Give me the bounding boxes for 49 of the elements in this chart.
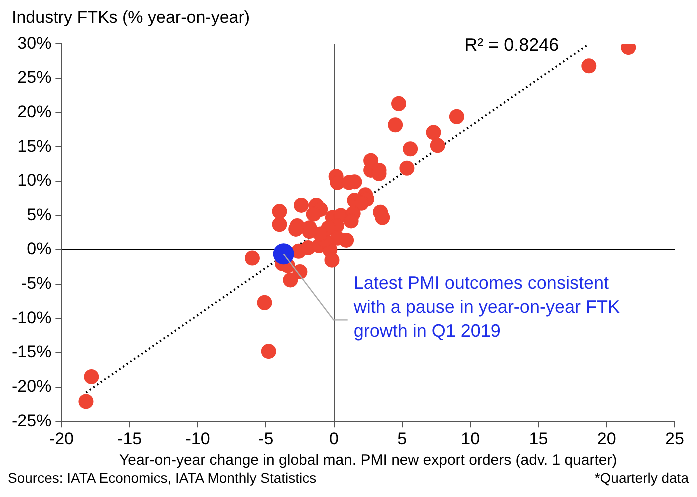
point bbox=[388, 118, 404, 133]
y-axis-title: Industry FTKs (% year-on-year) bbox=[11, 8, 252, 29]
x-tick-label: 10 bbox=[461, 429, 480, 448]
point bbox=[324, 252, 340, 268]
y-tick-label: 25% bbox=[18, 68, 52, 88]
point bbox=[272, 204, 288, 220]
x-axis-title: Year-on-year change in global man. PMI new export orders (adv. 1 quarter) bbox=[119, 452, 618, 470]
point bbox=[272, 217, 288, 232]
y-tick-label: 5% bbox=[27, 205, 52, 224]
point bbox=[392, 96, 407, 112]
point bbox=[330, 230, 346, 246]
x-tick-label: -10 bbox=[186, 429, 210, 448]
annotation: R² = 0.8246 bbox=[464, 35, 560, 56]
y-tick-label: 30% bbox=[18, 34, 52, 53]
point bbox=[306, 206, 322, 222]
point bbox=[244, 250, 260, 266]
point bbox=[78, 394, 94, 410]
point bbox=[430, 138, 446, 154]
point bbox=[582, 58, 597, 74]
point bbox=[400, 160, 415, 176]
x-tick-label: 5 bbox=[398, 429, 408, 448]
y-tick-label: -10% bbox=[12, 308, 52, 328]
point bbox=[84, 370, 100, 384]
point bbox=[273, 244, 294, 265]
x-tick-label: 20 bbox=[597, 429, 616, 448]
x-tick-label: 15 bbox=[529, 429, 548, 448]
x-tick-label: -20 bbox=[49, 429, 74, 448]
point bbox=[403, 142, 418, 157]
source-note: Sources: IATA Economics, IATA Monthly Statistics bbox=[8, 470, 317, 486]
point bbox=[294, 198, 310, 213]
y-tick-label: -15% bbox=[12, 342, 52, 362]
point bbox=[426, 125, 442, 140]
point bbox=[283, 272, 298, 288]
y-tick-label: 10% bbox=[18, 171, 52, 190]
y-tick-label: 20% bbox=[18, 102, 52, 122]
x-tick-label: -15 bbox=[118, 429, 142, 448]
annotation: Latest PMI outcomes consistent with a pause in year-on-year FTK growth in Q1 2019 bbox=[352, 273, 620, 342]
x-tick-label: -5 bbox=[258, 429, 274, 448]
y-tick-label: 15% bbox=[18, 136, 52, 156]
y-tick-label: 0% bbox=[27, 240, 52, 259]
text: *Quarterly data bbox=[594, 470, 689, 486]
y-tick-label: -25% bbox=[12, 411, 52, 430]
y-tick-label: -5% bbox=[21, 274, 52, 294]
y-tick-label: -20% bbox=[12, 376, 52, 396]
x-tick-label: 25 bbox=[666, 429, 684, 448]
point bbox=[261, 344, 276, 360]
point bbox=[449, 109, 464, 124]
x-tick-label: 0 bbox=[330, 429, 340, 448]
point bbox=[257, 295, 272, 310]
